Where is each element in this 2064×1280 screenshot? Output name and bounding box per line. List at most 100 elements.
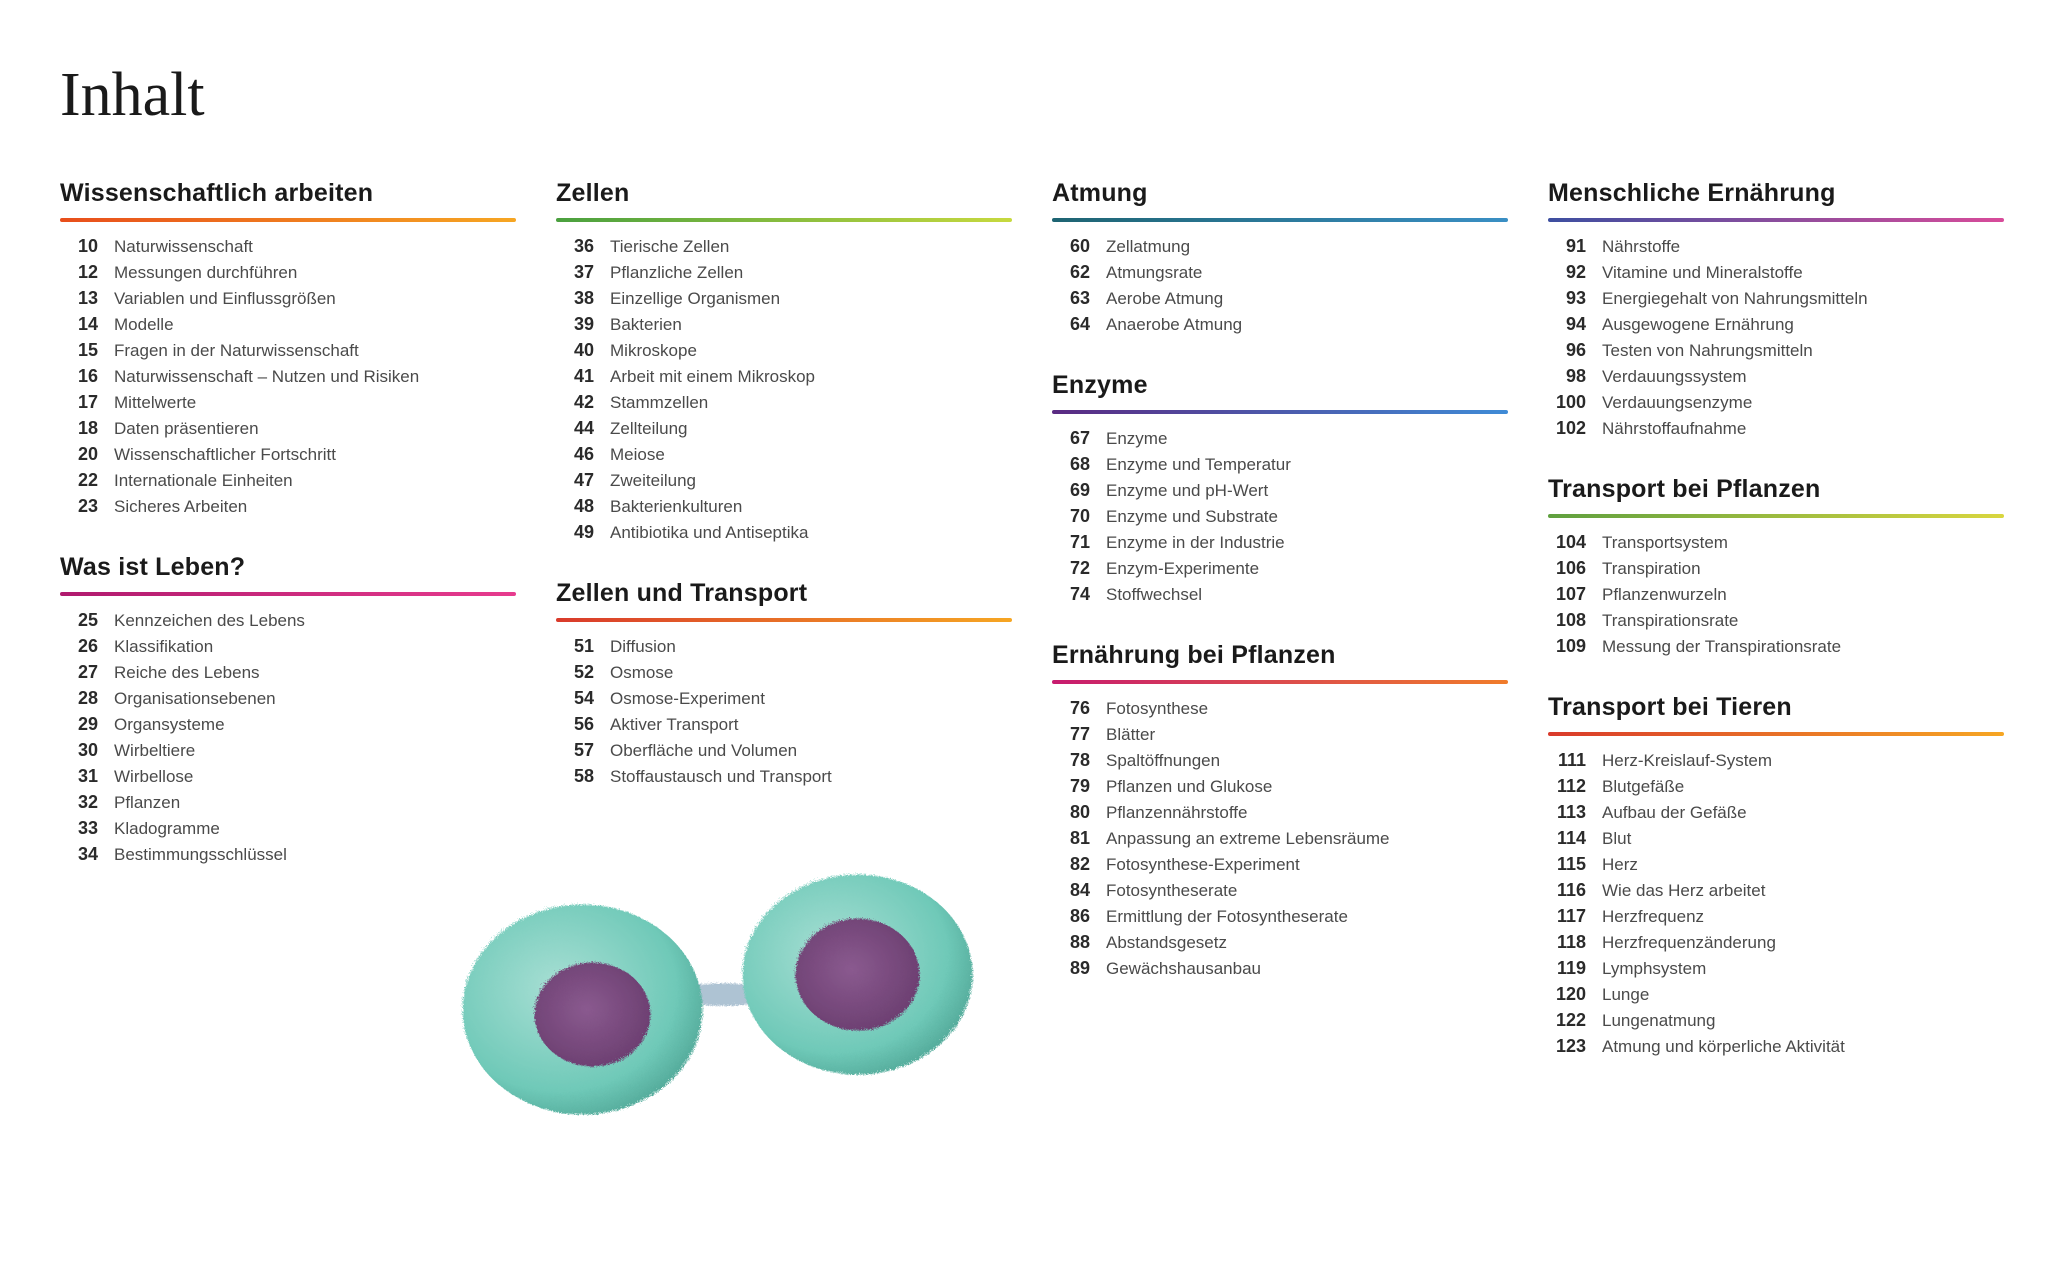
entry-label: Enzyme und Substrate (1106, 507, 1278, 527)
entry-page-number: 112 (1548, 776, 1586, 797)
entry-label: Vitamine und Mineralstoffe (1602, 263, 1803, 283)
entry-label: Atmung und körperliche Aktivität (1602, 1037, 1845, 1057)
entry-label: Herzfrequenz (1602, 907, 1704, 927)
section-entries: 111Herz-Kreislauf-System112Blutgefäße113… (1548, 750, 2004, 1057)
entry-label: Aktiver Transport (610, 715, 739, 735)
entry-page-number: 16 (60, 366, 98, 387)
section-rule (1548, 514, 2004, 518)
entry-label: Naturwissenschaft (114, 237, 253, 257)
entry-page-number: 36 (556, 236, 594, 257)
entry-page-number: 123 (1548, 1036, 1586, 1057)
entry-label: Reiche des Lebens (114, 663, 260, 683)
entry-label: Fragen in der Naturwissenschaft (114, 341, 359, 361)
toc-entry: 22Internationale Einheiten (60, 470, 516, 491)
entry-label: Bestimmungsschlüssel (114, 845, 287, 865)
entry-page-number: 122 (1548, 1010, 1586, 1031)
entry-page-number: 25 (60, 610, 98, 631)
toc-entry: 54Osmose-Experiment (556, 688, 1012, 709)
section-title: Zellen (556, 179, 1012, 208)
entry-label: Pflanzennährstoffe (1106, 803, 1247, 823)
section-rule (1548, 732, 2004, 736)
entry-page-number: 23 (60, 496, 98, 517)
toc-entry: 46Meiose (556, 444, 1012, 465)
toc-entry: 84Fotosyntheserate (1052, 880, 1508, 901)
entry-label: Aerobe Atmung (1106, 289, 1223, 309)
toc-entry: 56Aktiver Transport (556, 714, 1012, 735)
page-title: Inhalt (60, 60, 2004, 131)
entry-page-number: 37 (556, 262, 594, 283)
toc-entry: 26Klassifikation (60, 636, 516, 657)
entry-page-number: 82 (1052, 854, 1090, 875)
entry-page-number: 109 (1548, 636, 1586, 657)
entry-page-number: 29 (60, 714, 98, 735)
entry-label: Gewächshausanbau (1106, 959, 1261, 979)
section-title: Transport bei Pflanzen (1548, 475, 2004, 504)
entry-page-number: 100 (1548, 392, 1586, 413)
entry-label: Mittelwerte (114, 393, 196, 413)
entry-label: Herz (1602, 855, 1638, 875)
entry-label: Diffusion (610, 637, 676, 657)
entry-page-number: 49 (556, 522, 594, 543)
entry-label: Fotosyntheserate (1106, 881, 1237, 901)
section-rule (60, 218, 516, 222)
toc-entry: 82Fotosynthese-Experiment (1052, 854, 1508, 875)
entry-page-number: 68 (1052, 454, 1090, 475)
entry-label: Bakterien (610, 315, 682, 335)
entry-label: Daten präsentieren (114, 419, 259, 439)
section-title: Enzyme (1052, 371, 1508, 400)
entry-label: Zellatmung (1106, 237, 1190, 257)
entry-label: Meiose (610, 445, 665, 465)
toc-column: Atmung60Zellatmung62Atmungsrate63Aerobe … (1052, 179, 1508, 1143)
section-entries: 36Tierische Zellen37Pflanzliche Zellen38… (556, 236, 1012, 543)
entry-page-number: 13 (60, 288, 98, 309)
section-rule (1052, 410, 1508, 414)
entry-label: Atmungsrate (1106, 263, 1202, 283)
entry-label: Osmose-Experiment (610, 689, 765, 709)
section-title: Atmung (1052, 179, 1508, 208)
entry-page-number: 114 (1548, 828, 1586, 849)
toc-entry: 10Naturwissenschaft (60, 236, 516, 257)
toc-entry: 113Aufbau der Gefäße (1548, 802, 2004, 823)
section-rule (556, 218, 1012, 222)
toc-entry: 94Ausgewogene Ernährung (1548, 314, 2004, 335)
entry-label: Variablen und Einflussgrößen (114, 289, 336, 309)
toc-entry: 112Blutgefäße (1548, 776, 2004, 797)
entry-label: Organisationsebenen (114, 689, 276, 709)
entry-page-number: 27 (60, 662, 98, 683)
toc-section: Ernährung bei Pflanzen76Fotosynthese77Bl… (1052, 641, 1508, 979)
section-title: Wissenschaftlich arbeiten (60, 179, 516, 208)
toc-entry: 12Messungen durchführen (60, 262, 516, 283)
toc-entry: 86Ermittlung der Fotosyntheserate (1052, 906, 1508, 927)
section-title: Was ist Leben? (60, 553, 516, 582)
entry-page-number: 26 (60, 636, 98, 657)
toc-entry: 72Enzym-Experimente (1052, 558, 1508, 579)
entry-page-number: 44 (556, 418, 594, 439)
entry-label: Wie das Herz arbeitet (1602, 881, 1765, 901)
entry-page-number: 116 (1548, 880, 1586, 901)
entry-label: Bakterienkulturen (610, 497, 742, 517)
toc-entry: 31Wirbellose (60, 766, 516, 787)
toc-entry: 79Pflanzen und Glukose (1052, 776, 1508, 797)
entry-page-number: 15 (60, 340, 98, 361)
entry-label: Wirbellose (114, 767, 193, 787)
toc-entry: 51Diffusion (556, 636, 1012, 657)
entry-label: Enzyme in der Industrie (1106, 533, 1285, 553)
toc-section: Zellen 36Tierische Zellen37Pflanzliche Ze… (556, 179, 1012, 543)
toc-entry: 100Verdauungsenzyme (1548, 392, 2004, 413)
toc-entry: 102Nährstoffaufnahme (1548, 418, 2004, 439)
entry-label: Enzym-Experimente (1106, 559, 1259, 579)
section-rule (556, 618, 1012, 622)
entry-page-number: 77 (1052, 724, 1090, 745)
entry-label: Ausgewogene Ernährung (1602, 315, 1794, 335)
section-entries: 67Enzyme68Enzyme und Temperatur69Enzyme … (1052, 428, 1508, 605)
section-title: Zellen und Transport (556, 579, 1012, 608)
entry-label: Arbeit mit einem Mikroskop (610, 367, 815, 387)
entry-page-number: 78 (1052, 750, 1090, 771)
toc-entry: 17Mittelwerte (60, 392, 516, 413)
toc-entry: 62Atmungsrate (1052, 262, 1508, 283)
entry-label: Nährstoffe (1602, 237, 1680, 257)
entry-page-number: 117 (1548, 906, 1586, 927)
entry-page-number: 120 (1548, 984, 1586, 1005)
entry-label: Kladogramme (114, 819, 220, 839)
toc-entry: 42Stammzellen (556, 392, 1012, 413)
